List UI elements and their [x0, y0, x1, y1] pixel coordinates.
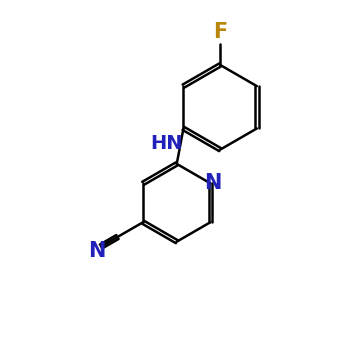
Text: HN: HN: [150, 134, 183, 153]
Text: F: F: [213, 22, 227, 42]
Text: N: N: [88, 241, 105, 261]
Text: N: N: [204, 173, 222, 193]
